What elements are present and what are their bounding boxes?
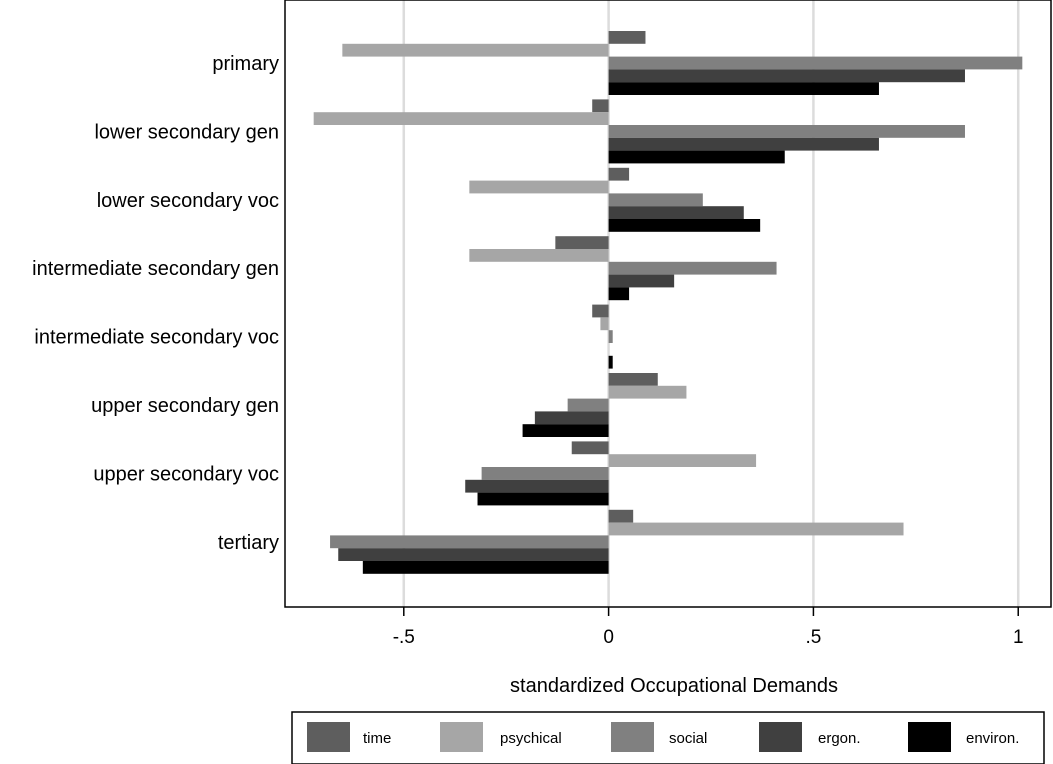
bar-tertiary-psychical: [608, 522, 904, 536]
legend-swatch-psychical: [440, 722, 483, 752]
legend-label-ergon: ergon.: [818, 730, 861, 747]
bar-tertiary-social: [330, 535, 609, 549]
bar-upper-secondary-voc-environ: [477, 492, 609, 506]
bar-lower-secondary-gen-social: [608, 125, 965, 138]
bar-upper-secondary-voc-time: [571, 441, 609, 455]
bar-lower-secondary-gen-environ: [608, 150, 785, 164]
bar-tertiary-ergon: [338, 548, 609, 561]
x-axis-title: standardized Occupational Demands: [510, 675, 838, 697]
bar-lower-secondary-voc-environ: [608, 219, 761, 232]
bar-intermediate-secondary-gen-ergon: [608, 274, 675, 288]
bar-upper-secondary-gen-ergon: [534, 411, 609, 425]
x-tick-label: .5: [805, 627, 821, 648]
legend: time psychical social ergon. environ.: [307, 722, 1019, 752]
bar-tertiary-time: [608, 509, 634, 523]
bar-upper-secondary-gen-time: [608, 373, 658, 386]
category-labels: primary lower secondary gen lower secondar…: [32, 53, 279, 554]
bars: [313, 31, 1023, 574]
bar-intermediate-secondary-voc-environ: [608, 355, 613, 369]
bar-primary-time: [608, 31, 646, 44]
bar-intermediate-secondary-gen-social: [608, 261, 777, 275]
bar-tertiary-environ: [362, 561, 609, 574]
bar-upper-secondary-voc-social: [481, 467, 609, 480]
x-axis-ticks: -.5 0 .5 1: [393, 607, 1024, 648]
bar-intermediate-secondary-gen-environ: [608, 287, 630, 301]
x-tick-label: -.5: [393, 627, 415, 648]
bar-lower-secondary-voc-ergon: [608, 206, 744, 219]
bar-intermediate-secondary-voc-psychical: [600, 317, 609, 331]
category-label: tertiary: [218, 532, 279, 554]
bar-lower-secondary-gen-psychical: [313, 112, 609, 125]
legend-swatch-environ: [908, 722, 951, 752]
bar-primary-ergon: [608, 69, 965, 83]
legend-swatch-social: [611, 722, 654, 752]
bar-primary-environ: [608, 82, 879, 95]
bar-primary-social: [608, 56, 1023, 70]
bar-intermediate-secondary-voc-time: [592, 304, 609, 318]
legend-swatch-ergon: [759, 722, 802, 752]
category-label: upper secondary voc: [93, 463, 279, 485]
plot-area-frame: [284, 0, 1052, 608]
legend-label-time: time: [363, 730, 391, 747]
legend-label-social: social: [669, 730, 707, 747]
category-label: lower secondary gen: [94, 121, 279, 143]
legend-swatch-time: [307, 722, 350, 752]
bar-lower-secondary-gen-ergon: [608, 137, 879, 151]
bar-intermediate-secondary-voc-social: [608, 330, 613, 343]
category-label: primary: [212, 53, 279, 75]
category-label: intermediate secondary voc: [34, 327, 279, 349]
bar-primary-psychical: [342, 43, 609, 57]
bar-lower-secondary-voc-time: [608, 167, 630, 181]
bar-upper-secondary-gen-environ: [522, 424, 609, 437]
bar-upper-secondary-gen-social: [567, 398, 609, 412]
x-tick-label: 1: [1013, 627, 1024, 648]
bar-intermediate-secondary-gen-time: [555, 236, 609, 249]
bar-upper-secondary-voc-psychical: [608, 454, 757, 467]
legend-label-environ: environ.: [966, 730, 1019, 747]
category-label: upper secondary gen: [91, 395, 279, 417]
category-label: lower secondary voc: [97, 190, 279, 212]
bar-upper-secondary-gen-psychical: [608, 385, 687, 399]
bar-lower-secondary-voc-psychical: [469, 180, 609, 194]
x-tick-label: 0: [603, 627, 614, 648]
bar-lower-secondary-gen-time: [592, 99, 609, 113]
bar-intermediate-secondary-gen-psychical: [469, 249, 609, 262]
legend-label-psychical: psychical: [500, 730, 562, 747]
bar-lower-secondary-voc-social: [608, 193, 703, 207]
bar-upper-secondary-voc-ergon: [465, 479, 609, 493]
category-label: intermediate secondary gen: [32, 258, 279, 280]
